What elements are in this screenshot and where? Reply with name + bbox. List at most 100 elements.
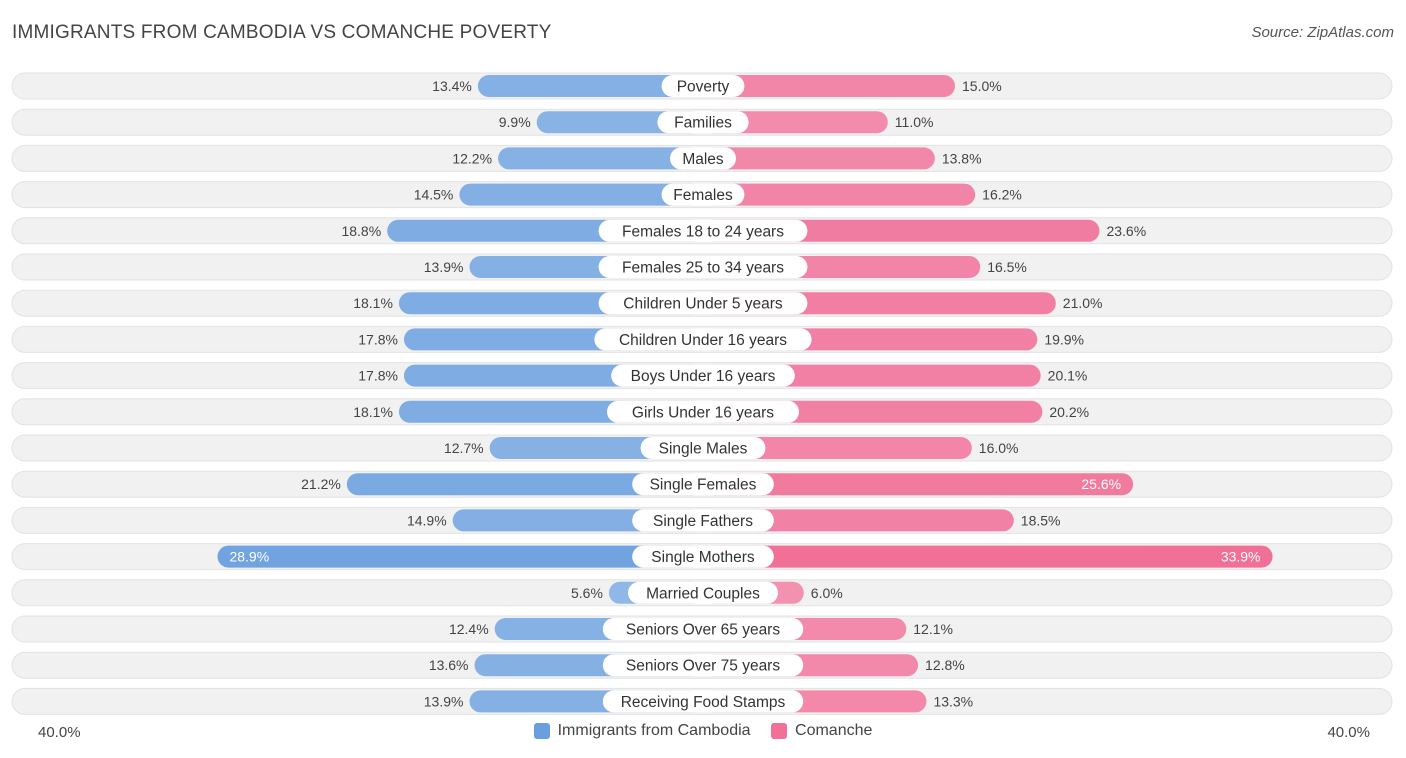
bar-cambodia[interactable] xyxy=(477,75,703,97)
value-label-comanche: 12.8% xyxy=(925,657,965,673)
bar-cambodia[interactable] xyxy=(346,473,703,496)
chart-row: 12.7% 16.0% Single Males xyxy=(11,434,1393,462)
chart-row: 21.2% 25.6% Single Females xyxy=(11,470,1393,498)
category-pill xyxy=(602,690,804,713)
category-pill xyxy=(640,437,766,459)
category-label: Girls Under 16 years xyxy=(632,404,774,421)
value-label-cambodia: 12.4% xyxy=(449,621,489,637)
category-label: Families xyxy=(674,115,732,132)
legend-label-cambodia: Immigrants from Cambodia xyxy=(557,722,751,739)
value-label-cambodia: 18.1% xyxy=(353,295,393,311)
source-label: Source: ZipAtlas.com xyxy=(1251,24,1394,41)
category-pill xyxy=(602,654,804,677)
category-label: Single Mothers xyxy=(651,549,755,566)
legend-label-comanche: Comanche xyxy=(795,722,873,739)
chart-row: 17.8% 20.1% Boys Under 16 years xyxy=(11,362,1393,390)
legend-swatch-cambodia xyxy=(533,723,550,739)
value-label-comanche: 23.6% xyxy=(1106,223,1146,239)
value-label-cambodia: 14.9% xyxy=(407,512,447,528)
value-label-comanche: 20.2% xyxy=(1049,404,1089,420)
category-label: Single Fathers xyxy=(653,513,753,530)
chart-row: 18.8% 23.6% Females 18 to 24 years xyxy=(11,217,1393,245)
value-label-comanche: 25.6% xyxy=(1081,476,1121,492)
chart-row: 5.6% 6.0% Married Couples xyxy=(11,579,1393,607)
legend-swatch-comanche xyxy=(771,723,788,739)
chart-row: 18.1% 21.0% Children Under 5 years xyxy=(11,289,1393,317)
bar-cambodia[interactable] xyxy=(217,545,704,568)
value-label-cambodia: 28.9% xyxy=(229,549,269,565)
bar-comanche[interactable] xyxy=(703,509,1014,532)
bar-comanche[interactable] xyxy=(703,75,955,97)
category-pill xyxy=(611,364,795,387)
category-pill xyxy=(598,219,808,242)
bar-comanche[interactable] xyxy=(703,183,976,206)
category-label: Children Under 5 years xyxy=(623,296,783,313)
bar-comanche[interactable] xyxy=(703,437,972,459)
category-label: Receiving Food Stamps xyxy=(621,694,786,711)
chart-row: 13.9% 13.3% Receiving Food Stamps xyxy=(11,687,1393,715)
category-pill xyxy=(602,618,804,640)
value-label-comanche: 21.0% xyxy=(1063,295,1103,311)
chart-row: 14.9% 18.5% Single Fathers xyxy=(11,506,1393,534)
value-label-comanche: 6.0% xyxy=(811,585,843,601)
category-pill xyxy=(607,400,799,423)
category-pill xyxy=(632,509,774,532)
bar-cambodia[interactable] xyxy=(459,183,703,206)
legend-item-cambodia[interactable]: Immigrants from Cambodia xyxy=(533,722,751,740)
category-label: Children Under 16 years xyxy=(619,332,787,349)
category-label: Single Females xyxy=(650,477,757,494)
bar-comanche[interactable] xyxy=(703,111,888,134)
chart-row: 18.1% 20.2% Girls Under 16 years xyxy=(11,398,1393,426)
bar-comanche[interactable] xyxy=(703,473,1134,496)
value-label-cambodia: 13.9% xyxy=(424,259,464,275)
chart-row: 9.9% 11.0% Families xyxy=(11,108,1393,136)
value-label-cambodia: 5.6% xyxy=(571,585,603,601)
category-pill xyxy=(598,256,808,278)
chart-row: 28.9% 33.9% Single Mothers xyxy=(11,543,1393,571)
value-label-comanche: 16.2% xyxy=(982,187,1022,203)
chart-row: 17.8% 19.9% Children Under 16 years xyxy=(11,325,1393,353)
bar-comanche[interactable] xyxy=(703,545,1273,568)
value-label-cambodia: 18.8% xyxy=(341,223,381,239)
bar-cambodia[interactable] xyxy=(498,147,703,170)
chart-row: 13.6% 12.8% Seniors Over 75 years xyxy=(11,651,1393,679)
category-pill xyxy=(598,292,808,315)
bar-comanche[interactable] xyxy=(703,147,935,170)
category-pill xyxy=(661,183,745,206)
chart-row: 12.2% 13.8% Males xyxy=(11,144,1393,172)
value-label-cambodia: 17.8% xyxy=(358,368,398,384)
axis-right-label: 40.0% xyxy=(1327,724,1370,741)
value-label-cambodia: 9.9% xyxy=(499,114,531,130)
category-label: Married Couples xyxy=(646,585,760,602)
value-label-comanche: 11.0% xyxy=(895,114,934,130)
category-label: Females 25 to 34 years xyxy=(622,260,784,277)
value-label-comanche: 12.1% xyxy=(913,621,953,637)
category-pill xyxy=(632,545,774,568)
category-pill xyxy=(594,328,812,351)
value-label-comanche: 20.1% xyxy=(1048,368,1088,384)
category-label: Poverty xyxy=(677,79,730,96)
chart-row: 13.9% 16.5% Females 25 to 34 years xyxy=(11,253,1393,281)
value-label-cambodia: 13.6% xyxy=(429,657,469,673)
value-label-comanche: 13.3% xyxy=(933,693,973,709)
chart-row: 12.4% 12.1% Seniors Over 65 years xyxy=(11,615,1393,643)
category-label: Males xyxy=(682,151,724,168)
category-label: Seniors Over 75 years xyxy=(626,658,780,675)
value-label-comanche: 16.5% xyxy=(987,259,1027,275)
value-label-cambodia: 17.8% xyxy=(358,331,398,347)
category-label: Females 18 to 24 years xyxy=(622,223,784,240)
chart-row: 13.4% 15.0% Poverty xyxy=(11,72,1393,100)
axis-left-label: 40.0% xyxy=(38,724,81,741)
category-label: Seniors Over 65 years xyxy=(626,622,780,639)
chart-title: IMMIGRANTS FROM CAMBODIA VS COMANCHE POV… xyxy=(12,22,552,43)
value-label-comanche: 15.0% xyxy=(962,78,1002,94)
category-label: Females xyxy=(673,187,733,204)
value-label-comanche: 16.0% xyxy=(979,440,1019,456)
category-pill xyxy=(628,581,778,604)
value-label-cambodia: 12.2% xyxy=(452,150,492,166)
value-label-cambodia: 21.2% xyxy=(301,476,341,492)
legend-item-comanche[interactable]: Comanche xyxy=(771,722,872,740)
category-pill xyxy=(657,111,749,134)
value-label-comanche: 13.8% xyxy=(942,150,982,166)
